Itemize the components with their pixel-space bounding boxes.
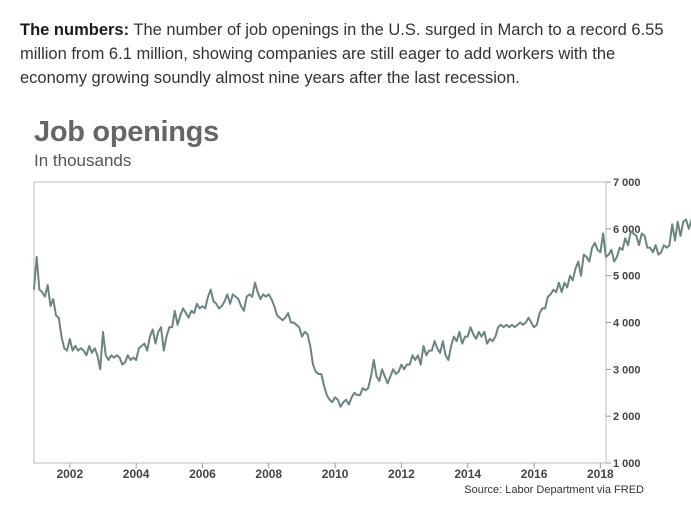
y-tick-label: 4 000 <box>613 318 641 330</box>
intro-lead: The numbers: <box>20 21 130 39</box>
x-tick-label: 2008 <box>255 467 282 481</box>
y-tick-label: 6 000 <box>613 224 641 236</box>
y-tick-label: 1 000 <box>613 458 641 470</box>
x-tick-label: 2016 <box>521 467 548 481</box>
chart-subtitle: In thousands <box>34 151 132 170</box>
chart-title: Job openings <box>34 116 219 148</box>
y-tick-label: 5 000 <box>613 271 641 283</box>
x-tick-label: 2004 <box>123 467 150 481</box>
x-tick-label: 2002 <box>56 467 83 481</box>
x-tick-label: 2006 <box>189 467 216 481</box>
job-openings-line <box>32 218 691 408</box>
x-tick-label: 2018 <box>587 467 614 481</box>
x-tick-label: 2010 <box>322 467 349 481</box>
intro-paragraph: The numbers: The number of job openings … <box>20 18 680 90</box>
x-axis: 2002 2004 2006 2008 2010 2012 2014 2016 2018 <box>56 463 614 481</box>
intro-text: The number of job openings in the U.S. s… <box>20 21 664 87</box>
y-tick-label: 7 000 <box>613 177 641 189</box>
y-axis: 1 000 2 000 3 000 4 000 5 000 6 000 7 000 <box>606 177 641 470</box>
chart-source: Source: Labor Department via FRED <box>464 484 644 496</box>
x-tick-label: 2014 <box>454 467 481 481</box>
y-tick-label: 2 000 <box>613 411 641 423</box>
y-tick-label: 3 000 <box>613 364 641 376</box>
x-tick-label: 2012 <box>388 467 415 481</box>
